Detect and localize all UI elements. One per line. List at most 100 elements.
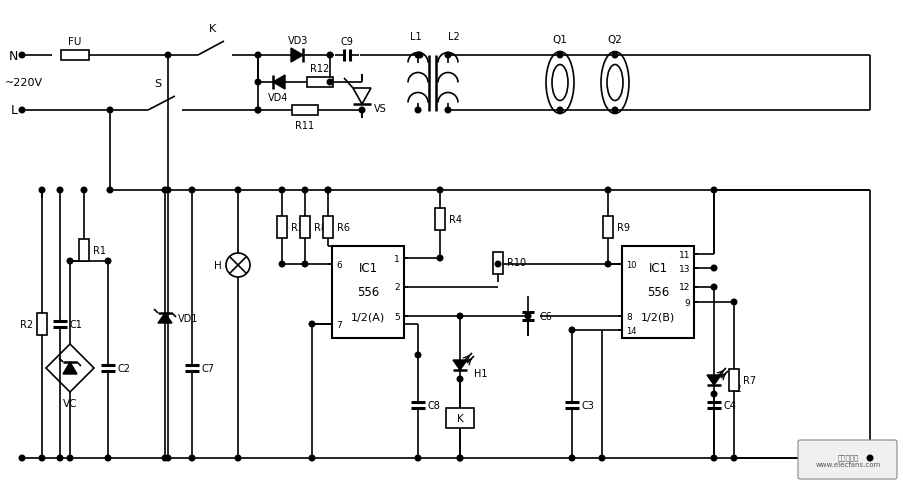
Text: VS: VS [374,104,386,114]
Circle shape [19,455,24,461]
Bar [602,216,612,239]
Circle shape [611,108,617,114]
Circle shape [414,352,420,358]
Circle shape [165,455,171,461]
Circle shape [437,256,442,261]
Circle shape [457,455,462,461]
Polygon shape [291,49,303,63]
Text: H: H [214,261,222,270]
Circle shape [556,53,563,59]
Polygon shape [158,313,172,324]
Circle shape [604,262,610,267]
Text: 9: 9 [684,298,689,307]
Bar [322,216,332,239]
Text: R2: R2 [20,319,33,329]
Polygon shape [63,362,77,374]
Circle shape [279,188,284,193]
Circle shape [457,313,462,319]
Circle shape [525,313,530,319]
Bar [276,216,286,239]
Text: VD4: VD4 [267,93,288,103]
Text: R8: R8 [313,223,327,232]
Circle shape [255,53,260,59]
Text: 12: 12 [678,283,689,292]
Text: IC1: IC1 [358,261,377,274]
Circle shape [105,259,111,264]
Text: L2: L2 [448,32,460,42]
Bar [300,216,310,239]
Text: 13: 13 [678,264,689,273]
Circle shape [67,455,73,461]
Circle shape [302,188,307,193]
Circle shape [39,188,45,193]
Circle shape [327,80,332,85]
Circle shape [279,262,284,267]
Circle shape [599,455,604,461]
Text: 11: 11 [678,250,689,259]
Text: C2: C2 [118,363,131,373]
Circle shape [444,108,451,114]
Circle shape [711,265,716,271]
Bar [307,78,332,88]
Text: C6: C6 [539,312,553,321]
Circle shape [57,188,62,193]
Polygon shape [452,360,467,370]
Circle shape [457,455,462,461]
Circle shape [19,53,24,59]
Circle shape [309,322,314,327]
Circle shape [604,188,610,193]
Text: 1/2(B): 1/2(B) [640,312,675,323]
Polygon shape [273,76,284,90]
Bar [331,247,404,338]
Bar [434,209,444,230]
Circle shape [165,188,171,193]
Circle shape [569,455,574,461]
Bar [728,369,738,391]
Text: 1/2(A): 1/2(A) [350,312,385,323]
Bar [79,240,88,262]
Circle shape [711,285,716,290]
Circle shape [325,188,330,193]
Circle shape [417,53,423,59]
Circle shape [414,53,420,59]
Text: Q1: Q1 [552,36,567,46]
Text: C4: C4 [723,400,736,410]
FancyBboxPatch shape [797,440,896,479]
Text: VD3: VD3 [287,36,308,46]
Circle shape [39,455,45,461]
Polygon shape [706,375,721,385]
Circle shape [358,108,365,114]
Text: 14: 14 [625,326,636,335]
Bar [445,408,473,428]
Text: VC: VC [62,398,77,408]
Bar [621,247,694,338]
Circle shape [414,108,420,114]
Text: FU: FU [69,37,81,47]
Text: 8: 8 [625,312,631,321]
Text: Q2: Q2 [607,36,622,46]
Text: 556: 556 [647,286,668,299]
Circle shape [327,53,332,59]
Circle shape [444,53,451,59]
Circle shape [189,188,194,193]
Text: H1: H1 [473,368,487,378]
Text: 电子发烧友
www.elecfans.com: 电子发烧友 www.elecfans.com [815,453,880,467]
Text: N: N [9,49,18,62]
Text: R12: R12 [310,64,330,74]
Circle shape [711,188,716,193]
Text: C7: C7 [201,363,215,373]
Text: S: S [154,79,162,89]
Bar [61,51,88,61]
Text: 7: 7 [336,320,341,329]
Circle shape [107,188,113,193]
Bar [37,313,47,336]
Bar [292,106,318,116]
Text: H2: H2 [727,383,740,393]
Circle shape [255,108,260,114]
Circle shape [235,455,240,461]
Text: 1: 1 [394,254,399,263]
Circle shape [556,108,563,114]
Circle shape [457,376,462,382]
Text: K: K [209,24,217,34]
Text: IC1: IC1 [647,261,666,274]
